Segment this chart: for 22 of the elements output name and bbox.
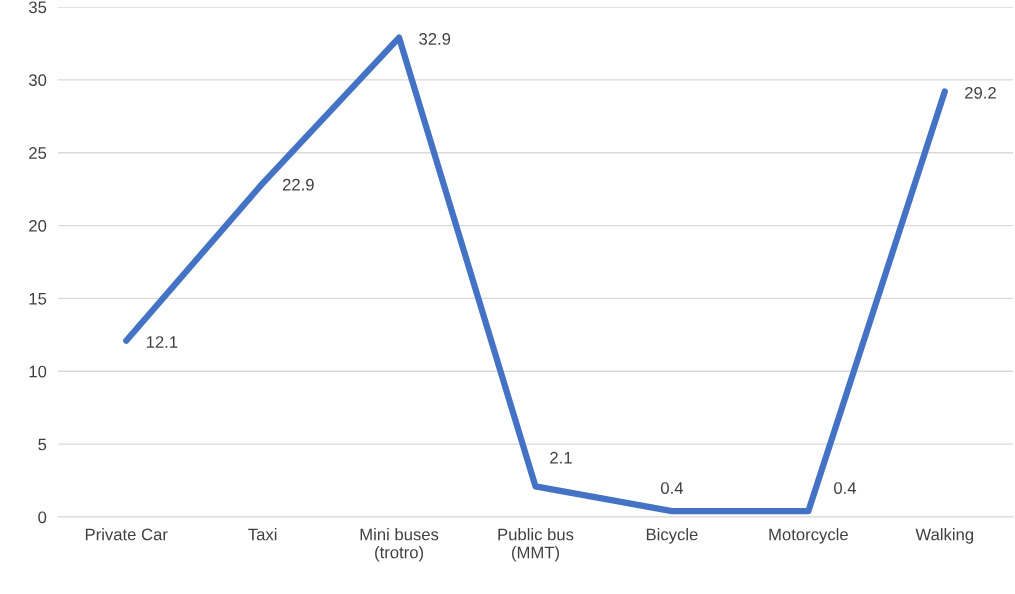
data-label: 22.9 bbox=[282, 178, 314, 191]
x-tick-label: Taxi bbox=[248, 528, 277, 541]
data-label: 2.1 bbox=[550, 451, 572, 464]
data-label: 0.4 bbox=[661, 482, 684, 494]
y-tick-label: 15 bbox=[29, 293, 47, 305]
x-tick-label: Mini buses (trotro) bbox=[360, 528, 439, 562]
x-tick-label: Walking bbox=[915, 528, 974, 544]
y-tick-label: 0 bbox=[38, 511, 47, 524]
y-tick-label: 5 bbox=[38, 438, 47, 451]
x-tick-label: Private Car bbox=[85, 528, 168, 541]
y-tick-label: 25 bbox=[29, 147, 47, 159]
data-label: 0.4 bbox=[834, 482, 857, 494]
y-tick-label: 20 bbox=[29, 219, 47, 232]
y-tick-label: 35 bbox=[28, 1, 47, 14]
data-label: 32.9 bbox=[419, 33, 451, 45]
x-tick-label: Public bus (MMT) bbox=[498, 528, 574, 562]
data-label: 12.1 bbox=[146, 336, 178, 348]
y-tick-label: 10 bbox=[29, 365, 47, 378]
data-label: 29.2 bbox=[965, 86, 996, 99]
x-tick-label: Motorcycle bbox=[769, 528, 848, 544]
x-tick-label: Bicycle bbox=[646, 528, 698, 544]
y-tick-label: 30 bbox=[28, 74, 47, 87]
